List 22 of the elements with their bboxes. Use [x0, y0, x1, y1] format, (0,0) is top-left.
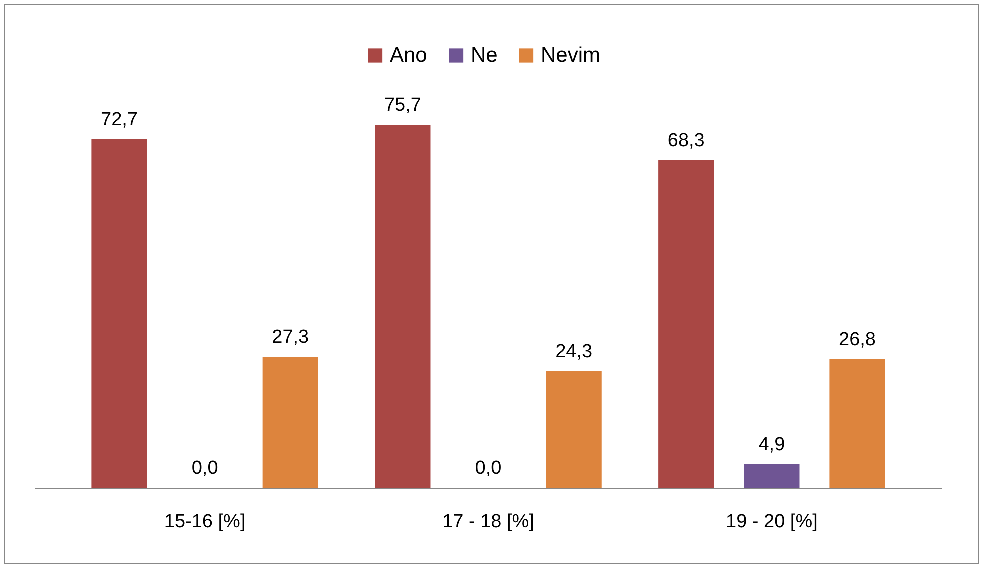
- bar: [830, 359, 886, 488]
- data-label: 24,3: [556, 341, 593, 362]
- data-label: 75,7: [384, 95, 422, 116]
- data-label: 0,0: [475, 458, 502, 479]
- x-tick-label: 19 - 20 [%]: [726, 512, 818, 532]
- bar: [546, 371, 602, 488]
- x-tick-label: 17 - 18 [%]: [442, 512, 534, 532]
- x-tick-label: 15-16 [%]: [164, 512, 246, 532]
- bar: [92, 139, 148, 488]
- legend-label: Nevim: [541, 44, 601, 67]
- data-label: 0,0: [192, 458, 218, 479]
- data-label: 72,7: [101, 109, 138, 130]
- legend-label: Ne: [471, 44, 498, 67]
- data-label: 27,3: [272, 327, 310, 348]
- data-label: 4,9: [758, 434, 786, 456]
- legend-label: Ano: [390, 44, 428, 67]
- data-label: 68,3: [668, 130, 705, 152]
- bar: [262, 357, 318, 488]
- bar: [744, 464, 800, 488]
- bar: [658, 160, 714, 488]
- data-label: 26,8: [839, 329, 876, 350]
- bar: [375, 125, 431, 488]
